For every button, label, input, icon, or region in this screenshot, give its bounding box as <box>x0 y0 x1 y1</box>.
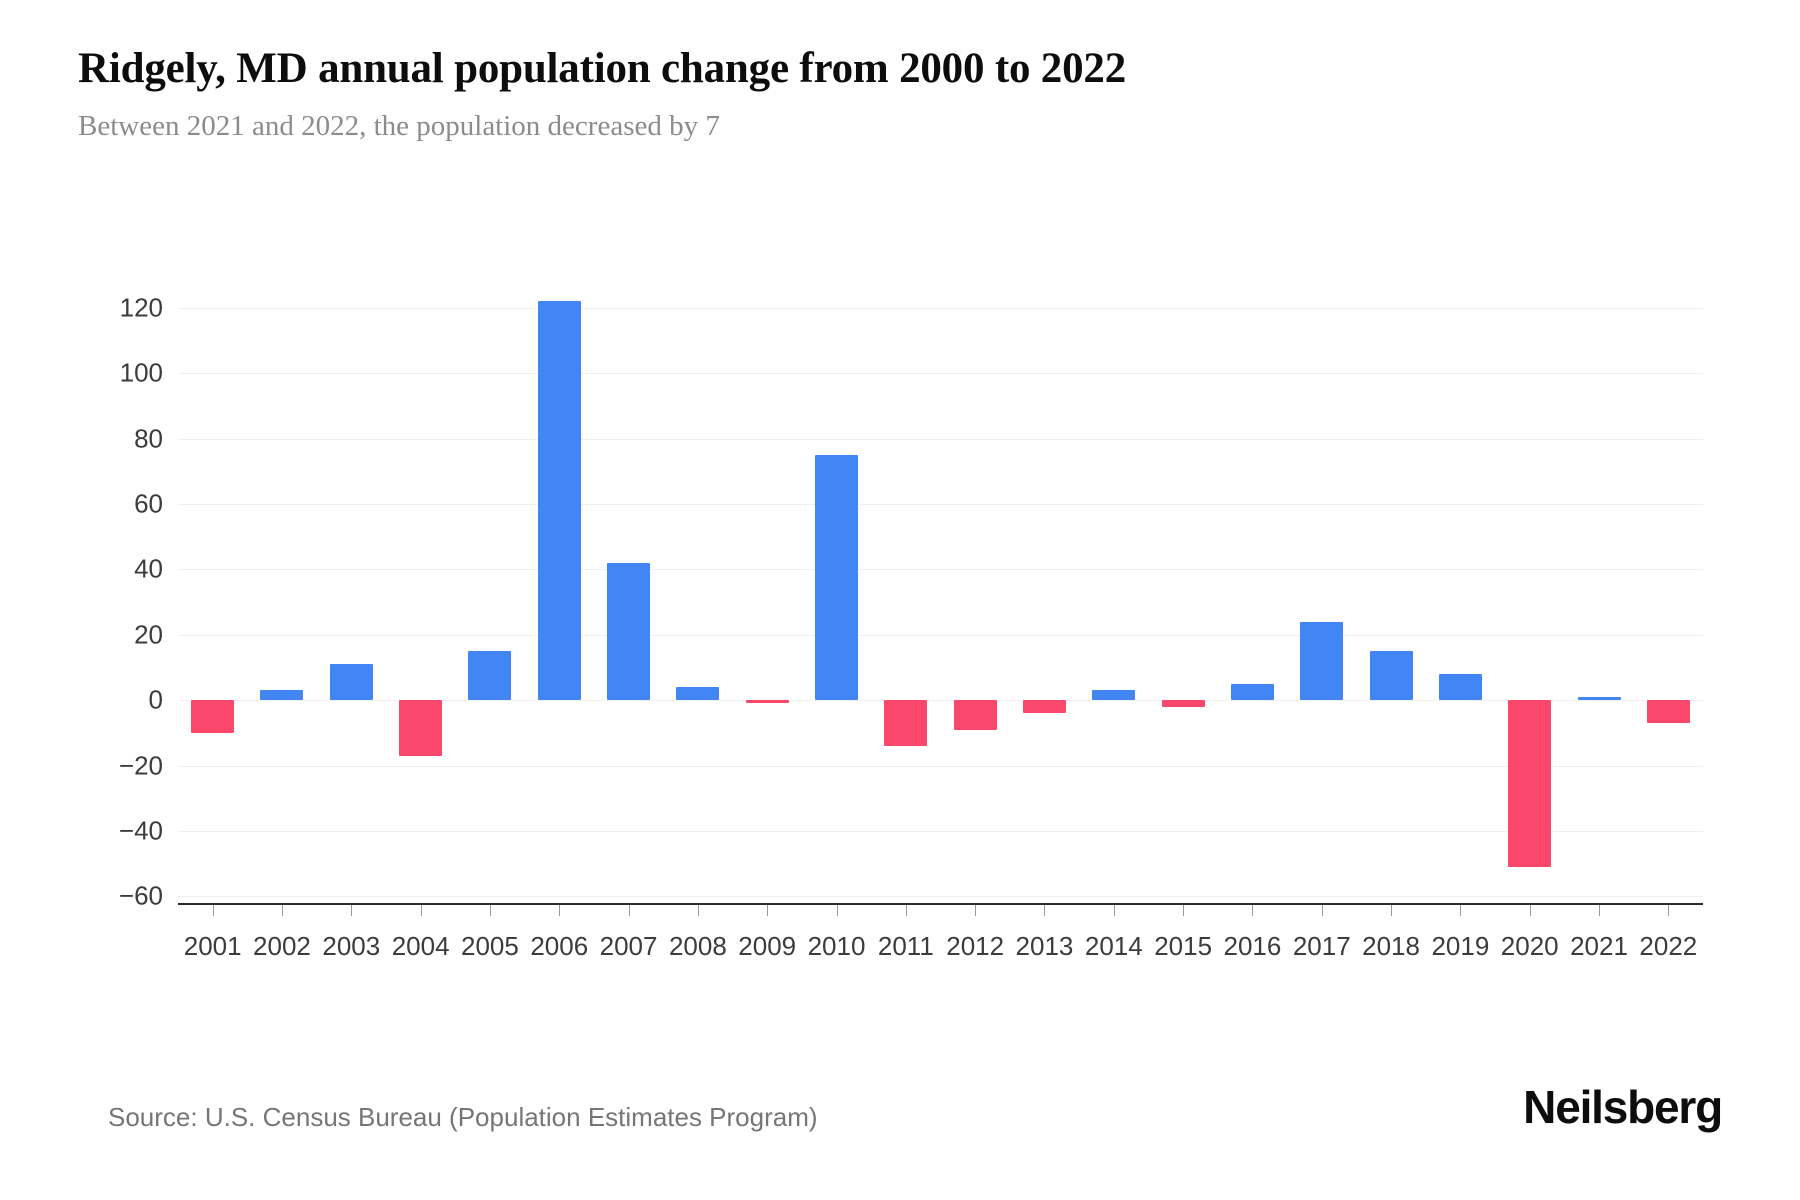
x-axis-tickmark <box>489 905 491 916</box>
gridline <box>178 373 1703 375</box>
gridline <box>178 569 1703 571</box>
chart-header: Ridgely, MD annual population change fro… <box>78 44 1728 144</box>
x-axis-tickmark <box>1599 905 1601 916</box>
x-axis-tickmark <box>1113 905 1115 916</box>
bar-2021[interactable] <box>1577 696 1621 701</box>
x-axis-tick-label-2018: 2018 <box>1362 931 1420 961</box>
x-axis-tick-label-2009: 2009 <box>738 931 797 961</box>
x-axis-tickmark <box>767 905 769 916</box>
bar-2020[interactable] <box>1508 700 1552 868</box>
x-axis-tickmark <box>1529 905 1531 916</box>
y-axis-tick-label: 120 <box>119 292 163 323</box>
x-axis-tick-label-2004: 2004 <box>391 931 450 961</box>
gridline <box>178 634 1703 636</box>
y-axis-tick-label: 0 <box>148 684 163 715</box>
bar-2013[interactable] <box>1022 700 1066 714</box>
x-axis-tick-label-2021: 2021 <box>1570 931 1628 961</box>
x-axis-tick-label-2017: 2017 <box>1292 931 1351 961</box>
x-axis-tickmark <box>628 905 630 916</box>
x-axis-tickmark <box>905 905 907 916</box>
x-axis-tick-label-2006: 2006 <box>530 931 589 961</box>
x-axis-tick-label-2022: 2022 <box>1639 931 1698 961</box>
x-axis-tick-label-2007: 2007 <box>599 931 658 961</box>
y-axis-tick-label: 80 <box>134 423 163 454</box>
x-axis-tickmark <box>1252 905 1254 916</box>
gridline <box>178 700 1703 702</box>
x-axis-tick-label-2002: 2002 <box>253 931 311 961</box>
x-axis-tick-label-2011: 2011 <box>877 931 934 961</box>
x-axis-tickmark <box>1183 905 1185 916</box>
bar-2006[interactable] <box>537 301 581 701</box>
bar-2015[interactable] <box>1161 700 1205 707</box>
page-title: Ridgely, MD annual population change fro… <box>78 45 1126 92</box>
x-axis-tickmark <box>1391 905 1393 916</box>
x-axis-tickmark <box>975 905 977 916</box>
x-axis-tick-label-2008: 2008 <box>668 931 727 961</box>
x-axis-tickmark <box>212 905 214 916</box>
x-axis-tickmark <box>697 905 699 916</box>
x-axis-tickmark <box>1044 905 1046 916</box>
bar-2017[interactable] <box>1300 621 1344 701</box>
bar-2007[interactable] <box>607 562 651 701</box>
x-axis-tick-label-2020: 2020 <box>1500 931 1559 961</box>
x-axis-tickmark <box>1668 905 1670 916</box>
bar-2009[interactable] <box>745 700 789 704</box>
gridline <box>178 831 1703 833</box>
y-axis-tick-label: 20 <box>134 619 163 650</box>
source-note: Source: U.S. Census Bureau (Population E… <box>108 1102 818 1132</box>
y-axis-tick-label: −20 <box>118 750 163 781</box>
x-axis-tickmark <box>1460 905 1462 916</box>
bar-2022[interactable] <box>1646 700 1690 724</box>
bar-2019[interactable] <box>1438 674 1482 701</box>
gridline <box>178 438 1703 440</box>
bar-2001[interactable] <box>191 700 235 733</box>
gridline <box>178 307 1703 309</box>
bar-2005[interactable] <box>468 651 512 701</box>
x-axis-tick-label-2010: 2010 <box>807 931 866 961</box>
bar-2018[interactable] <box>1369 651 1413 701</box>
bar-2014[interactable] <box>1092 690 1136 701</box>
bar-2004[interactable] <box>399 700 443 756</box>
x-axis-tick-label-2015: 2015 <box>1154 931 1213 961</box>
y-axis-tick-label: −40 <box>118 815 163 846</box>
y-axis-tick-label: −60 <box>118 880 163 911</box>
x-axis-tick-label-2005: 2005 <box>461 931 519 961</box>
x-axis-tick-label-2012: 2012 <box>946 931 1005 961</box>
x-axis-tickmark <box>281 905 283 916</box>
bar-2002[interactable] <box>260 690 304 701</box>
brand-logo: Neilsberg <box>1523 1081 1723 1133</box>
x-axis-tickmark <box>836 905 838 916</box>
bar-2003[interactable] <box>329 664 373 701</box>
y-axis-tick-label: 40 <box>134 553 163 584</box>
bar-2008[interactable] <box>676 687 720 701</box>
x-axis-tickmark <box>1321 905 1323 916</box>
gridline <box>178 896 1703 898</box>
gridline <box>178 765 1703 767</box>
x-axis-tick-label-2016: 2016 <box>1223 931 1282 961</box>
x-axis-tick-label-2019: 2019 <box>1431 931 1490 961</box>
x-axis-tickmark <box>351 905 353 916</box>
chart-subtitle: Between 2021 and 2022, the population de… <box>78 109 720 142</box>
bar-2012[interactable] <box>953 700 997 730</box>
bar-2010[interactable] <box>815 454 858 701</box>
y-axis-tick-label: 100 <box>119 357 163 388</box>
x-axis-tickmark <box>559 905 561 916</box>
x-axis-tickmark <box>420 905 422 916</box>
bar-2011[interactable] <box>884 700 928 746</box>
y-axis-tick-label: 60 <box>134 488 163 519</box>
bar-2016[interactable] <box>1230 683 1274 701</box>
x-axis-line <box>178 903 1703 905</box>
x-axis-tick-label-2013: 2013 <box>1015 931 1074 961</box>
x-axis-tick-label-2003: 2003 <box>322 931 381 961</box>
x-axis-tick-label-2014: 2014 <box>1084 931 1143 961</box>
x-axis-tick-label-2001: 2001 <box>183 931 242 961</box>
gridline <box>178 503 1703 505</box>
bars-container <box>178 275 1703 903</box>
